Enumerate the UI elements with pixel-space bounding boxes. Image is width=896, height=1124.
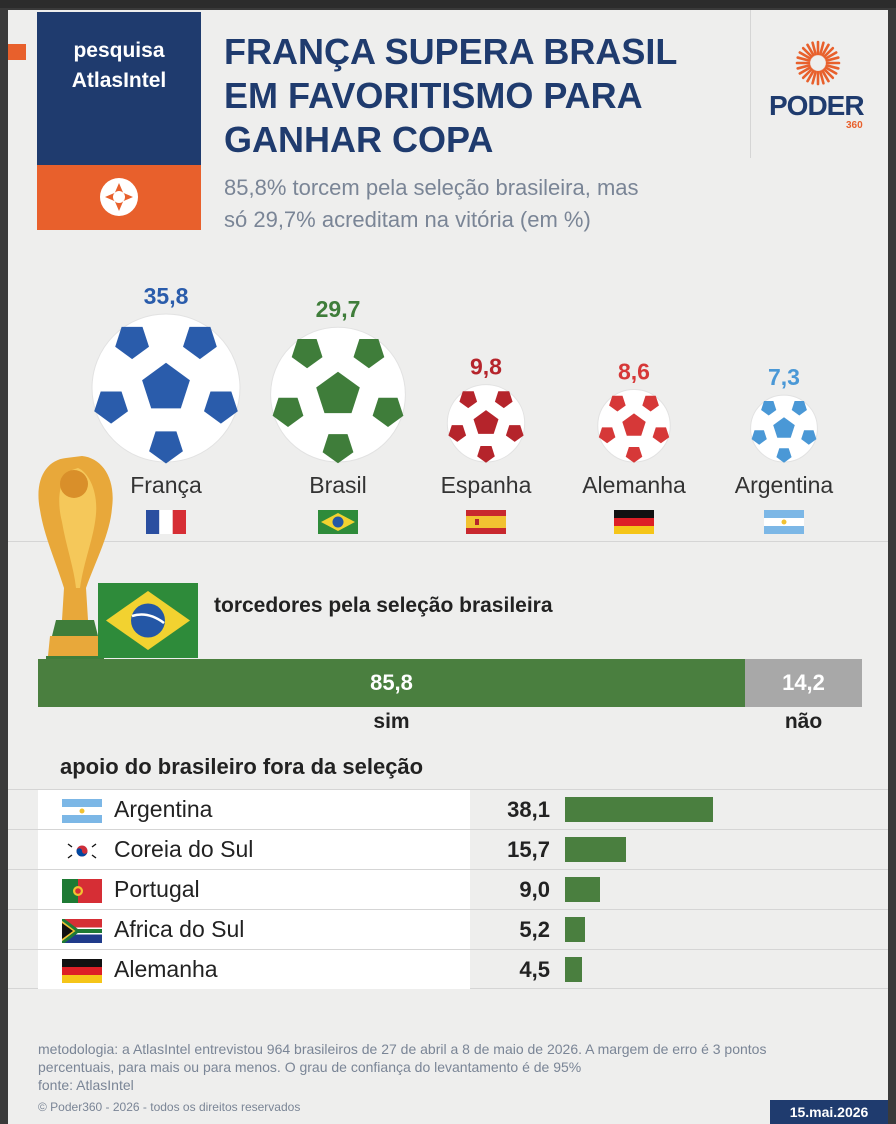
- bar: [565, 797, 713, 822]
- date-badge: 15.mai.2026: [770, 1100, 888, 1124]
- category-label: Espanha: [441, 472, 532, 498]
- row-background: [38, 830, 470, 869]
- value-label: 15,7: [507, 837, 550, 862]
- methodology-note: metodologia: a AtlasIntel entrevistou 96…: [38, 1040, 828, 1094]
- value-label: 4,5: [519, 957, 550, 982]
- orange-tab: [8, 44, 26, 60]
- bar: [565, 957, 582, 982]
- row-background: [38, 950, 470, 989]
- flag-france-icon: [146, 510, 186, 534]
- ball-mark: [270, 326, 406, 464]
- brand-orange-block: [37, 165, 201, 230]
- table-row: Portugal 9,0: [8, 869, 888, 909]
- logo-wordmark: PODER: [769, 90, 865, 121]
- bar: [565, 837, 626, 862]
- value-label: 35,8: [144, 283, 189, 309]
- table-row: Africa do Sul 5,2: [8, 909, 888, 949]
- flag-brazil-icon: [98, 583, 198, 658]
- country-label: Portugal: [114, 876, 200, 902]
- fan-bar-sim: 85,8: [38, 659, 745, 707]
- value-label: 5,2: [519, 917, 550, 942]
- value-label: 9,0: [519, 877, 550, 902]
- headline-line: FRANÇA SUPERA BRASIL: [224, 31, 678, 72]
- table-row: Coreia do Sul 15,7: [8, 829, 888, 869]
- flag-south-africa-icon: [61, 917, 102, 945]
- methodology-text: metodologia: a AtlasIntel entrevistou 96…: [38, 1041, 767, 1075]
- flag-argentina-icon: [62, 799, 102, 823]
- fan-label-nao: não: [784, 710, 823, 733]
- headline: FRANÇA SUPERA BRASIL EM FAVORITISMO PARA…: [224, 30, 744, 162]
- poder360-logo: PODER 360: [750, 10, 878, 158]
- category-label: Alemanha: [582, 472, 686, 498]
- flag-brazil-icon: [318, 510, 358, 534]
- table-row: Alemanha 4,5: [8, 949, 888, 989]
- flag-argentina-icon: [764, 510, 804, 534]
- value-label: 8,6: [618, 358, 650, 384]
- support-table: Argentina 38,1 Coreia do Sul 15,7 Portugal 9,…: [8, 789, 888, 989]
- support-chart-title: apoio do brasileiro fora da seleção: [60, 754, 424, 779]
- value-label: 7,3: [768, 364, 800, 390]
- headline-line: EM FAVORITISMO PARA: [224, 75, 643, 116]
- category-label: Argentina: [735, 472, 834, 498]
- flag-south-korea-icon: [62, 839, 102, 863]
- brand-label-line-1: pesquisa: [73, 39, 165, 62]
- compass-icon: [100, 178, 138, 216]
- flag-germany-icon: [62, 959, 102, 983]
- country-label: Coreia do Sul: [114, 836, 254, 862]
- source-text: fonte: AtlasIntel: [38, 1077, 134, 1093]
- category-label: França: [130, 472, 202, 498]
- bar: [565, 917, 585, 942]
- value-label: 38,1: [507, 797, 550, 822]
- bar: [565, 877, 600, 902]
- ball-mark: [446, 384, 526, 463]
- ball-mark: [597, 388, 671, 463]
- ball-mark: [750, 394, 818, 463]
- subheadline-line: 85,8% torcem pela seleção brasileira, ma…: [224, 175, 639, 200]
- country-label: Alemanha: [114, 956, 218, 982]
- atlasintel-label: pesquisa AtlasIntel: [37, 12, 201, 165]
- fan-bar-nao: 14,2: [745, 659, 862, 707]
- row-background: [38, 870, 470, 909]
- value-label: 29,7: [316, 296, 361, 322]
- headline-line: GANHAR COPA: [224, 119, 494, 160]
- ball-mark: [91, 313, 241, 464]
- logo-number: 360: [846, 120, 863, 131]
- top-strip: [0, 0, 896, 8]
- fan-label-sim: sim: [373, 710, 410, 733]
- flag-germany-icon: [614, 510, 654, 534]
- flag-portugal-icon: [62, 879, 102, 903]
- row-background: [38, 910, 470, 949]
- subheadline-line: só 29,7% acreditam na vitória (em %): [224, 207, 591, 232]
- favorites-ball-chart: 35,8 França 29,7 Brasil 9,8 Espanha 8,6 Alemanh…: [91, 283, 834, 534]
- brand-label-line-2: AtlasIntel: [71, 69, 167, 92]
- fan-stacked-bar: 85,8 14,2: [38, 659, 862, 707]
- country-label: Argentina: [114, 796, 213, 822]
- sunburst-icon: [795, 40, 841, 86]
- copyright: © Poder360 - 2026 - todos os direitos re…: [38, 1100, 301, 1114]
- row-background: [38, 790, 470, 829]
- value-label: 9,8: [470, 354, 502, 380]
- subheadline: 85,8% torcem pela seleção brasileira, ma…: [224, 172, 744, 236]
- flag-spain-icon: [466, 510, 506, 534]
- atlasintel-badge: pesquisa AtlasIntel: [37, 12, 201, 230]
- table-row: Argentina 38,1: [8, 789, 888, 829]
- section-divider: [8, 541, 888, 542]
- country-label: Africa do Sul: [114, 916, 245, 942]
- category-label: Brasil: [309, 472, 367, 498]
- fan-chart-title: torcedores pela seleção brasileira: [214, 594, 553, 617]
- infographic: pesquisa AtlasIntel FRANÇA SUPERA BRASIL…: [8, 10, 888, 1124]
